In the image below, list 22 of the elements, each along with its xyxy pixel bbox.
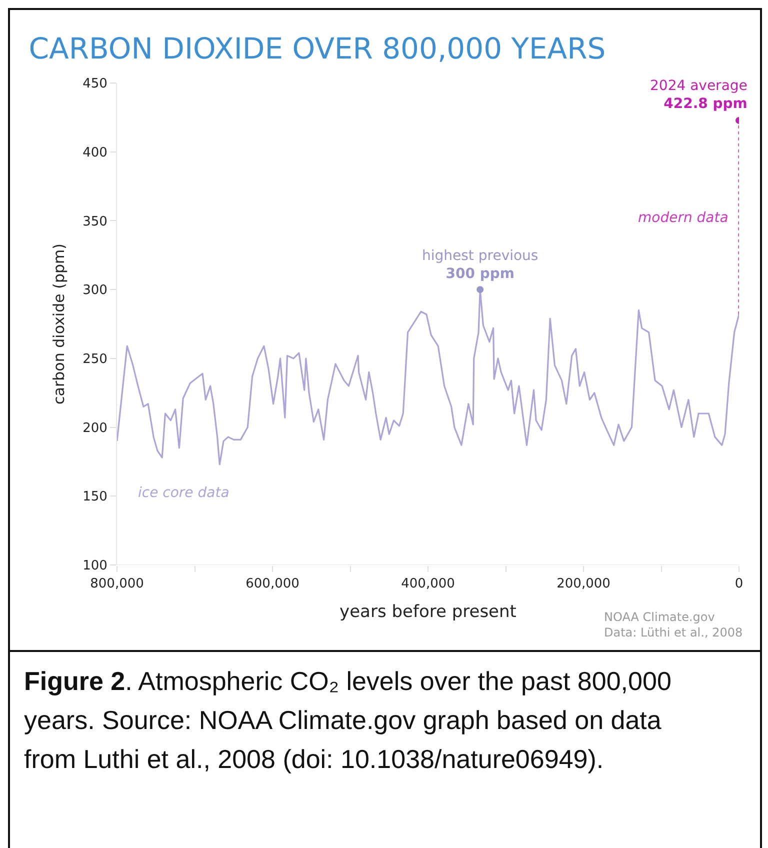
y-tick-label: 250 — [82, 352, 108, 367]
y-tick-label: 300 — [82, 283, 108, 298]
y-tick-label: 150 — [82, 490, 108, 505]
y-tick-label: 450 — [82, 76, 108, 92]
chart-title: CARBON DIOXIDE OVER 800,000 YEARS — [28, 32, 606, 66]
y-axis-title: carbon dioxide (ppm) — [50, 244, 68, 404]
x-tick-label: 400,000 — [401, 576, 455, 592]
series-label: modern data — [638, 210, 728, 226]
y-tick-label: 350 — [82, 214, 108, 230]
x-tick-label: 800,000 — [90, 576, 144, 592]
annotation: 2024 average 422.8 ppm — [650, 78, 748, 112]
x-tick-label: 0 — [734, 576, 744, 592]
caption: Figure 2. Atmospheric CO₂ levels over the past 800,000 years. Source: NOAA Climate.gov graph based on data from Luthi et al., 2008 (doi: 10.1038/nature06949). — [10, 650, 760, 848]
annotation: highest previous 300 ppm — [422, 248, 538, 282]
y-tick-label: 100 — [82, 558, 108, 574]
x-tick-label: 600,000 — [246, 576, 300, 592]
y-tick-label: 200 — [82, 420, 108, 436]
y-tick-label: 400 — [82, 145, 108, 160]
series-label: ice core data — [138, 485, 230, 501]
text: NOAA Climate.gov Data: Lüthi et al., 2008 — [604, 610, 743, 640]
x-tick-label: 200,000 — [556, 576, 610, 592]
x-axis-title: years before present — [340, 602, 517, 622]
